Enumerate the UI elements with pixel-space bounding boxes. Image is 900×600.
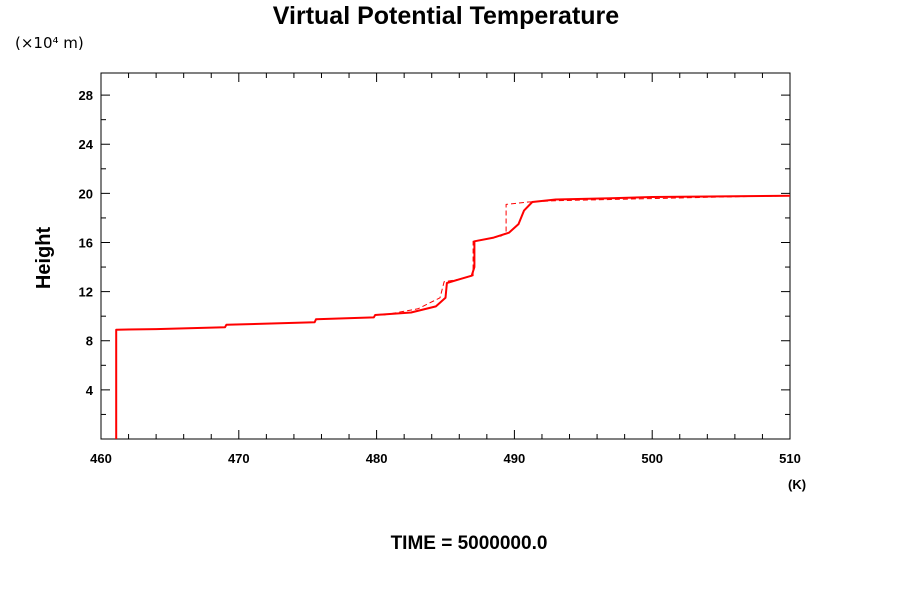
x-tick-label: 510	[779, 451, 801, 466]
y-tick-label: 12	[79, 285, 93, 300]
y-unit-label: (×10⁴ m)	[15, 34, 84, 52]
time-label: TIME = 5000000.0	[391, 533, 548, 554]
x-tick-label: 480	[366, 451, 388, 466]
y-tick-label: 4	[86, 383, 94, 398]
chart-title: Virtual Potential Temperature	[273, 2, 619, 30]
y-tick-label: 16	[79, 235, 93, 250]
y-tick-label: 28	[79, 88, 93, 103]
x-tick-label: 490	[504, 451, 526, 466]
x-tick-label: 470	[228, 451, 250, 466]
plot-frame	[100, 72, 791, 440]
x-tick-label: 500	[641, 451, 663, 466]
y-tick-label: 24	[79, 137, 94, 152]
axis-ticks: 460 470 480 490 500 510 4 8 12 16 20 24 28	[79, 73, 801, 466]
y-tick-label: 8	[86, 334, 93, 349]
y-tick-label: 20	[79, 186, 93, 201]
series-line-dashed	[383, 195, 791, 316]
x-tick-label: 460	[90, 451, 112, 466]
series-group	[115, 194, 791, 439]
y-axis-title: Height	[33, 227, 55, 290]
series-line-solid	[115, 194, 791, 439]
x-unit-label: (K)	[788, 477, 806, 492]
